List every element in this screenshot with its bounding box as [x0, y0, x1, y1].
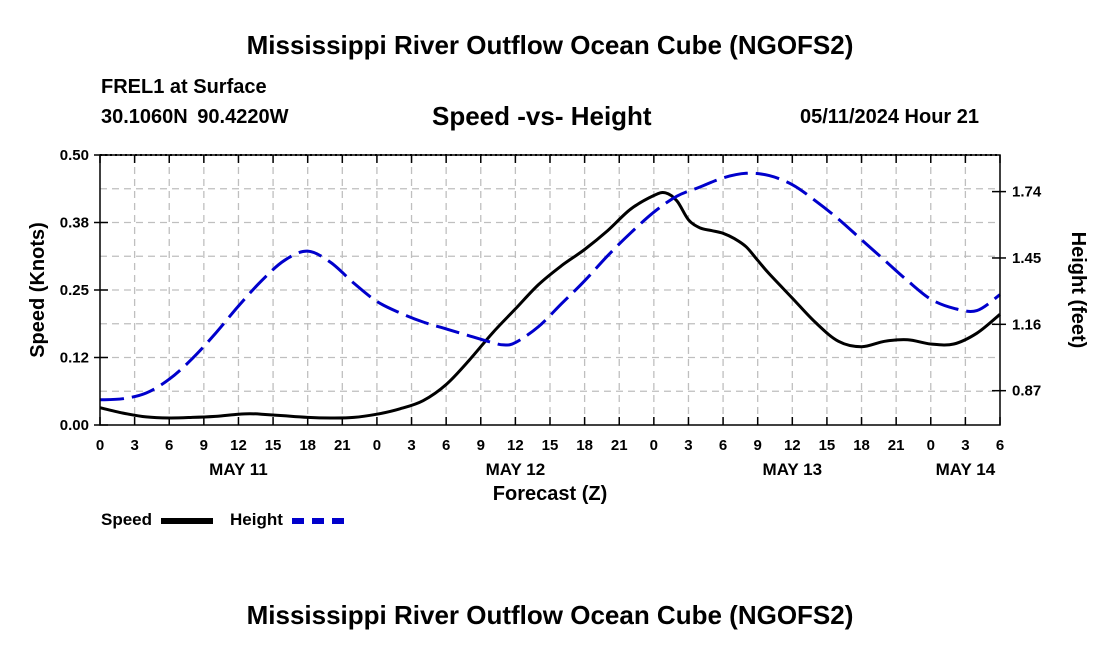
- x-tick-label: 6: [996, 437, 1004, 454]
- x-date-label: MAY 13: [763, 460, 823, 479]
- x-tick-label: 3: [961, 437, 969, 454]
- grid: [100, 155, 1000, 425]
- legend-height-label: Height: [230, 510, 283, 529]
- legend-height-swatch: [292, 518, 344, 524]
- x-tick-label: 3: [407, 437, 415, 454]
- station-coordinates: 30.1060N 90.4220W: [101, 106, 289, 128]
- axes: 0 3 6 9 12 15 18 21 0 3 6 9 12 15 18 21 0 3 6 9 12 15 18 21 0 3 6M…: [60, 147, 1042, 479]
- station-name: FREL1 at Surface: [101, 76, 267, 98]
- x-axis-label: Forecast (Z): [493, 483, 607, 505]
- x-tick-label: 18: [299, 437, 316, 454]
- y-tick-label: 0.25: [60, 282, 89, 299]
- y-tick-label: 0.50: [60, 147, 89, 164]
- x-tick-label: 15: [542, 437, 559, 454]
- y2-tick-label: 1.45: [1012, 250, 1041, 267]
- x-tick-label: 0: [373, 437, 381, 454]
- x-tick-label: 15: [819, 437, 836, 454]
- x-tick-label: 12: [230, 437, 247, 454]
- legend-speed-label: Speed: [101, 510, 153, 529]
- x-tick-label: 21: [888, 437, 905, 454]
- series-layer: [99, 171, 1001, 420]
- x-tick-label: 9: [200, 437, 208, 454]
- chart-main-title: Mississippi River Outflow Ocean Cube (NG…: [246, 30, 854, 60]
- x-tick-label: 6: [442, 437, 450, 454]
- x-tick-label: 3: [130, 437, 138, 454]
- y2-tick-label: 1.74: [1012, 184, 1042, 201]
- y-tick-label: 0.00: [60, 417, 89, 434]
- x-tick-label: 21: [334, 437, 351, 454]
- series-line-height: [99, 171, 1001, 402]
- y-tick-label: 0.38: [60, 215, 89, 232]
- x-tick-label: 0: [96, 437, 104, 454]
- forecast-time: 05/11/2024 Hour 21: [800, 106, 980, 128]
- x-tick-label: 18: [576, 437, 593, 454]
- x-tick-label: 9: [754, 437, 762, 454]
- footer-title: Mississippi River Outflow Ocean Cube (NG…: [246, 600, 854, 630]
- x-tick-label: 15: [265, 437, 282, 454]
- x-tick-label: 3: [684, 437, 692, 454]
- y2-axis-label: Height (feet): [1067, 232, 1089, 349]
- y2-tick-label: 1.16: [1012, 316, 1041, 333]
- x-date-label: MAY 11: [209, 460, 268, 479]
- x-tick-label: 9: [477, 437, 485, 454]
- series-line-speed: [99, 190, 1001, 420]
- legend-speed-swatch: [161, 518, 213, 524]
- axis-labels: Forecast (Z) Speed (Knots) Height (feet): [27, 222, 1089, 505]
- y-tick-label: 0.12: [60, 350, 89, 367]
- x-tick-label: 0: [927, 437, 935, 454]
- x-tick-label: 12: [507, 437, 524, 454]
- x-tick-label: 6: [165, 437, 173, 454]
- y2-tick-label: 0.87: [1012, 383, 1041, 400]
- x-tick-label: 6: [719, 437, 727, 454]
- x-date-label: MAY 14: [936, 460, 996, 479]
- x-tick-label: 18: [853, 437, 870, 454]
- x-tick-label: 21: [611, 437, 628, 454]
- x-tick-label: 12: [784, 437, 801, 454]
- y-axis-label: Speed (Knots): [27, 222, 49, 358]
- chart-subtitle: Speed -vs- Height: [432, 101, 652, 131]
- x-date-label: MAY 12: [486, 460, 546, 479]
- x-tick-label: 0: [650, 437, 658, 454]
